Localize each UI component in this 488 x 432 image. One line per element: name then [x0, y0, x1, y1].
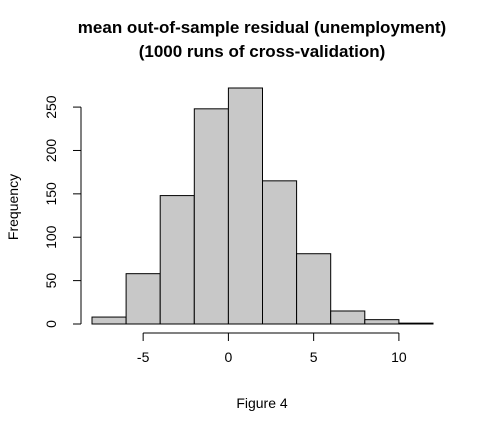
x-tick-label: 5: [310, 349, 318, 365]
y-tick-label: 100: [43, 225, 59, 249]
histogram-bar: [331, 311, 365, 324]
bars-group: [92, 88, 433, 324]
y-tick-label: 250: [43, 95, 59, 119]
x-axis-label: Figure 4: [236, 395, 288, 411]
histogram-bar: [297, 254, 331, 324]
chart-subtitle: (1000 runs of cross-validation): [139, 42, 386, 61]
histogram-bar: [228, 88, 262, 324]
histogram-bar: [263, 181, 297, 324]
histogram-bar: [126, 274, 160, 324]
y-tick-label: 50: [43, 273, 59, 289]
y-tick-label: 0: [43, 320, 59, 328]
y-axis: 0 50 100 150 200 250: [43, 95, 81, 328]
x-tick-label: 0: [225, 349, 233, 365]
histogram-bar: [365, 320, 399, 324]
y-tick-label: 200: [43, 139, 59, 163]
y-tick-label: 150: [43, 182, 59, 206]
histogram-bar: [194, 109, 228, 324]
y-axis-label: Frequency: [5, 174, 21, 240]
histogram-bar: [92, 317, 126, 324]
histogram-bar: [399, 323, 433, 324]
histogram-bar: [160, 196, 194, 324]
chart-title: mean out-of-sample residual (unemploymen…: [78, 18, 446, 37]
x-tick-label: -5: [137, 349, 150, 365]
x-tick-label: 10: [391, 349, 407, 365]
x-axis: -5 0 5 10: [137, 333, 407, 365]
